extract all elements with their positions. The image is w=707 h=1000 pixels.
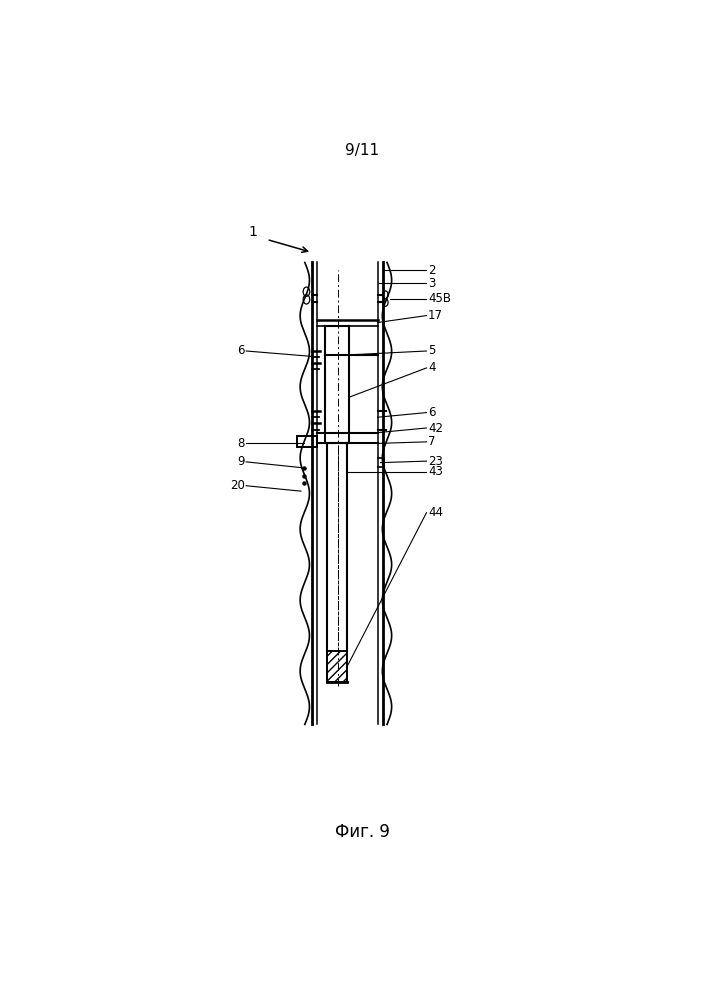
Text: 6: 6 xyxy=(428,406,436,419)
Text: 4: 4 xyxy=(428,361,436,374)
Text: 9: 9 xyxy=(237,455,245,468)
Text: 5: 5 xyxy=(428,344,436,358)
Text: 3: 3 xyxy=(428,277,436,290)
Text: 17: 17 xyxy=(428,309,443,322)
Text: 2: 2 xyxy=(428,264,436,277)
Text: 8: 8 xyxy=(237,437,245,450)
Text: 7: 7 xyxy=(428,435,436,448)
Text: 42: 42 xyxy=(428,422,443,434)
Text: 20: 20 xyxy=(230,479,245,492)
Text: Фиг. 9: Фиг. 9 xyxy=(335,823,390,841)
Text: 6: 6 xyxy=(237,344,245,358)
Bar xyxy=(327,651,347,682)
Text: 45В: 45В xyxy=(428,292,451,305)
Bar xyxy=(297,436,317,447)
Text: 43: 43 xyxy=(428,465,443,478)
Text: 44: 44 xyxy=(428,506,443,519)
Text: 1: 1 xyxy=(248,225,257,239)
Text: 9/11: 9/11 xyxy=(345,143,380,158)
Text: 23: 23 xyxy=(428,455,443,468)
